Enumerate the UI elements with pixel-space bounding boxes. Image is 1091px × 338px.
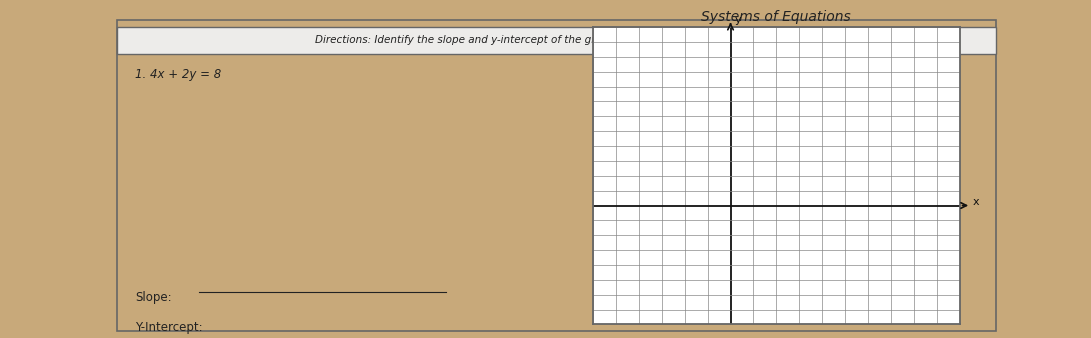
- Text: Slope:: Slope:: [135, 291, 171, 304]
- Text: y: y: [735, 15, 742, 25]
- Text: Y-Intercept:: Y-Intercept:: [135, 321, 203, 334]
- Bar: [117, 27, 996, 54]
- Text: x: x: [972, 197, 979, 207]
- Text: Systems of Equations: Systems of Equations: [702, 10, 851, 24]
- Text: Directions: Identify the slope and y-intercept of the given equations and then g: Directions: Identify the slope and y-int…: [315, 35, 798, 45]
- Text: 1. 4x + 2y = 8: 1. 4x + 2y = 8: [135, 68, 221, 80]
